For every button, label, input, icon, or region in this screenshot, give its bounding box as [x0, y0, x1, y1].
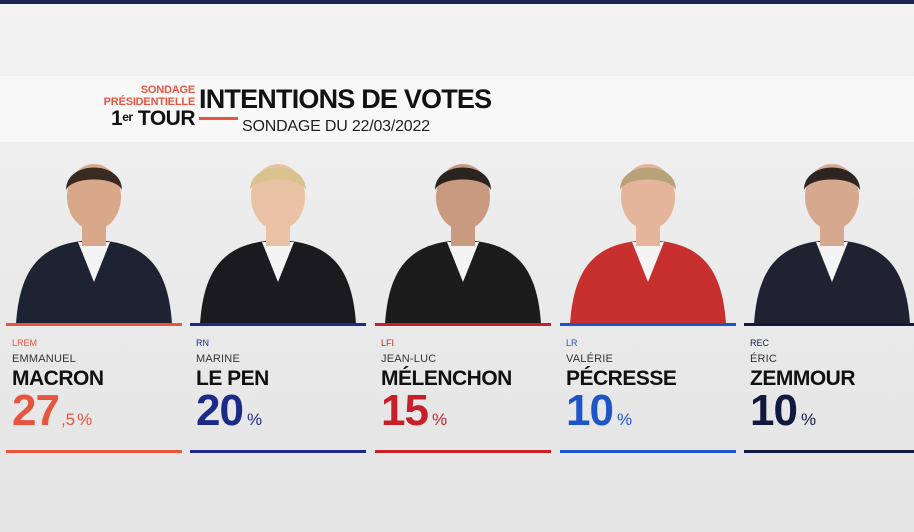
percent-sign: %	[431, 410, 448, 429]
score-number: 27	[12, 386, 60, 435]
score-number: 20	[196, 386, 244, 435]
candidate-last-name: MACRON	[12, 367, 104, 390]
candidate-first-name: EMMANUEL	[12, 353, 76, 365]
party-color-bar	[744, 323, 914, 326]
tag-line-sondage: SONDAGE	[140, 84, 195, 96]
candidate-card: REC ÉRIC ZEMMOUR 10%	[744, 142, 914, 454]
party-color-underline	[375, 450, 551, 453]
party-label: REC	[750, 338, 770, 348]
tag-line-presidentielle: PRÉSIDENTIELLE	[103, 96, 196, 108]
candidate-photo	[6, 142, 182, 324]
tag-round-word: TOUR	[132, 107, 196, 130]
party-color-underline	[744, 450, 914, 453]
poll-tag: SONDAGE PRÉSIDENTIELLE 1er TOUR	[85, 84, 196, 130]
top-border	[0, 0, 914, 4]
candidate-photo	[375, 142, 551, 324]
poll-date: SONDAGE DU 22/03/2022	[242, 118, 430, 135]
percent-sign: %	[616, 410, 633, 429]
party-color-underline	[560, 450, 736, 453]
candidate-last-name: MÉLENCHON	[381, 367, 512, 390]
candidate-last-name: PÉCRESSE	[566, 367, 677, 390]
candidate-photo	[190, 142, 366, 324]
tag-line-tour: 1er TOUR	[85, 108, 195, 130]
candidate-score: 10%	[566, 389, 633, 442]
candidate-card: LREM EMMANUEL MACRON 27,5%	[6, 142, 182, 454]
candidate-first-name: JEAN-LUC	[381, 353, 437, 365]
candidate-last-name: ZEMMOUR	[750, 367, 856, 390]
party-color-bar	[560, 323, 736, 326]
candidate-score: 15%	[381, 389, 448, 442]
score-number: 15	[381, 386, 429, 435]
party-color-bar	[375, 323, 551, 326]
party-color-underline	[6, 450, 182, 453]
party-label: LREM	[12, 338, 38, 348]
score-number: 10	[566, 386, 614, 435]
party-label: LFI	[381, 338, 395, 348]
candidate-card: RN MARINE LE PEN 20%	[190, 142, 366, 454]
candidate-first-name: MARINE	[196, 353, 240, 365]
title-accent-bar	[199, 117, 238, 120]
candidate-card: LR VALÉRIE PÉCRESSE 10%	[560, 142, 736, 454]
party-color-bar	[6, 323, 182, 326]
party-color-bar	[190, 323, 366, 326]
candidate-photo	[560, 142, 736, 324]
candidate-first-name: ÉRIC	[750, 353, 778, 365]
candidate-last-name: LE PEN	[196, 367, 269, 390]
tag-round-number: 1	[111, 107, 123, 130]
candidate-score: 10%	[750, 389, 817, 442]
candidate-card: LFI JEAN-LUC MÉLENCHON 15%	[375, 142, 551, 454]
candidate-score: 20%	[196, 389, 263, 442]
score-number: 10	[750, 386, 798, 435]
candidate-first-name: VALÉRIE	[566, 353, 614, 365]
candidate-score: 27,5%	[12, 389, 93, 442]
header-band	[0, 76, 914, 142]
candidate-photo	[744, 142, 914, 324]
party-label: LR	[566, 338, 578, 348]
percent-sign: %	[800, 410, 817, 429]
percent-sign: %	[77, 410, 93, 429]
page-title: INTENTIONS DE VOTES	[199, 84, 492, 114]
party-label: RN	[196, 338, 209, 348]
percent-sign: %	[246, 410, 263, 429]
tag-round-sup: er	[122, 110, 133, 124]
score-decimal: ,5	[60, 410, 76, 429]
party-color-underline	[190, 450, 366, 453]
